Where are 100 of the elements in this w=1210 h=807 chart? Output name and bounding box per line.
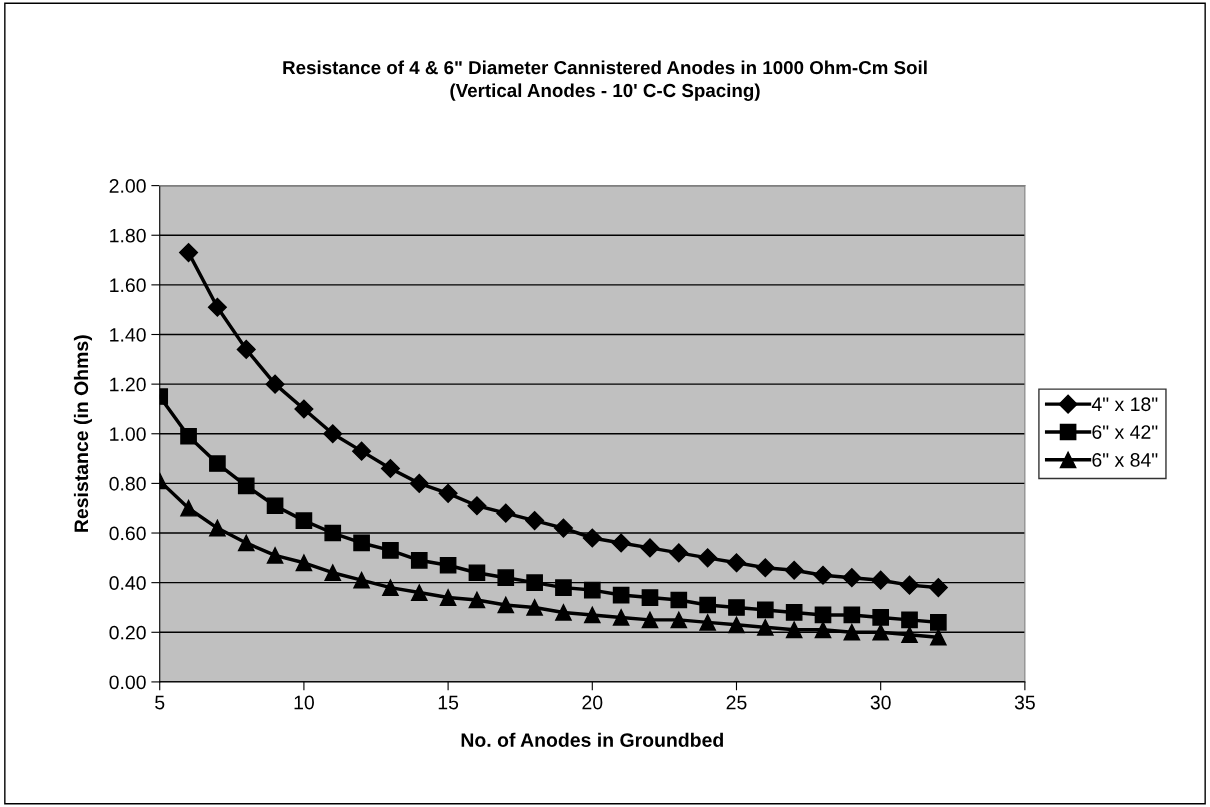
point — [526, 574, 543, 591]
point — [641, 611, 659, 629]
point — [179, 243, 199, 263]
point — [901, 611, 918, 629]
point — [670, 591, 688, 609]
point — [930, 628, 947, 646]
y-tick-label: 2.00 — [109, 179, 146, 193]
point — [410, 551, 428, 569]
point — [728, 616, 745, 634]
point — [813, 565, 833, 585]
x-axis-title: No. of Anodes in Groundbed — [461, 732, 723, 747]
point — [266, 497, 284, 515]
point — [410, 584, 428, 601]
point — [611, 533, 631, 553]
point — [237, 534, 255, 552]
point — [871, 570, 891, 590]
point — [899, 575, 920, 595]
point — [497, 596, 515, 614]
point — [324, 564, 342, 582]
point — [785, 604, 803, 621]
point — [612, 609, 630, 626]
point — [872, 623, 890, 641]
x-tick-label: 20 — [582, 695, 603, 710]
point — [439, 556, 457, 574]
point — [612, 586, 630, 604]
y-axis-title: Resistance (in Ohms) — [73, 335, 93, 532]
point — [468, 564, 486, 582]
point — [353, 571, 370, 589]
x-tick-label: 10 — [294, 695, 314, 710]
point — [843, 623, 861, 641]
point — [323, 424, 343, 444]
point — [699, 614, 716, 631]
point — [698, 548, 718, 568]
point — [583, 581, 601, 599]
y-tick-label: 0.80 — [109, 476, 146, 491]
point — [901, 626, 918, 644]
point — [409, 473, 429, 493]
y-tick-label: 0.60 — [109, 526, 146, 541]
point — [756, 618, 774, 636]
point — [726, 553, 747, 573]
point — [207, 297, 227, 317]
point — [382, 542, 399, 559]
point — [497, 569, 515, 587]
point — [928, 578, 948, 598]
point — [582, 528, 602, 548]
point — [843, 606, 861, 624]
point — [756, 601, 774, 619]
point — [324, 524, 342, 542]
point — [814, 621, 832, 639]
point — [352, 441, 372, 461]
point — [265, 374, 285, 394]
point — [669, 543, 689, 563]
point — [382, 579, 399, 596]
point — [784, 560, 804, 580]
point — [295, 554, 313, 572]
point — [555, 604, 572, 621]
point — [872, 609, 890, 626]
point — [438, 483, 458, 503]
x-tick-label: 5 — [155, 695, 165, 710]
point — [583, 606, 601, 624]
point — [237, 477, 255, 495]
y-tick-label: 1.20 — [110, 377, 146, 392]
point — [842, 568, 862, 588]
point — [180, 427, 197, 445]
point — [353, 534, 370, 552]
point — [294, 399, 314, 419]
point — [439, 589, 457, 606]
point — [930, 614, 947, 631]
y-tick-label: 1.00 — [110, 427, 146, 441]
point — [755, 558, 775, 578]
y-tick-label: 0.20 — [109, 625, 146, 640]
point — [468, 591, 486, 609]
legend-label: 6" x 42" — [1092, 425, 1158, 439]
point — [728, 599, 745, 616]
point — [209, 455, 226, 472]
point — [295, 512, 313, 529]
y-tick-label: 1.40 — [110, 327, 146, 342]
x-tick-label: 15 — [438, 695, 459, 710]
point — [266, 547, 284, 564]
point — [180, 499, 197, 517]
legend-label: 6" x 84" — [1092, 453, 1158, 467]
legend-label: 4" x 18" — [1091, 397, 1158, 412]
point — [641, 589, 659, 606]
point — [526, 599, 543, 616]
point — [380, 458, 400, 479]
point — [553, 518, 573, 538]
x-tick-label: 30 — [870, 695, 891, 710]
point — [785, 621, 803, 639]
point — [814, 606, 832, 624]
point — [670, 611, 688, 629]
point — [525, 511, 545, 531]
x-tick-label: 35 — [1014, 695, 1035, 710]
point — [236, 339, 256, 359]
y-tick-label: 1.80 — [110, 228, 146, 243]
point — [555, 579, 572, 596]
point — [467, 496, 487, 516]
point — [209, 519, 226, 537]
x-tick-label: 25 — [726, 695, 747, 710]
chart-title: Resistance of 4 & 6" Diameter Cannistered Anodes in 1000 Ohm-Cm Soil (Vertical Anodes - 10' C-C Spacing) — [283, 60, 927, 101]
y-tick-label: 0.40 — [109, 576, 146, 590]
